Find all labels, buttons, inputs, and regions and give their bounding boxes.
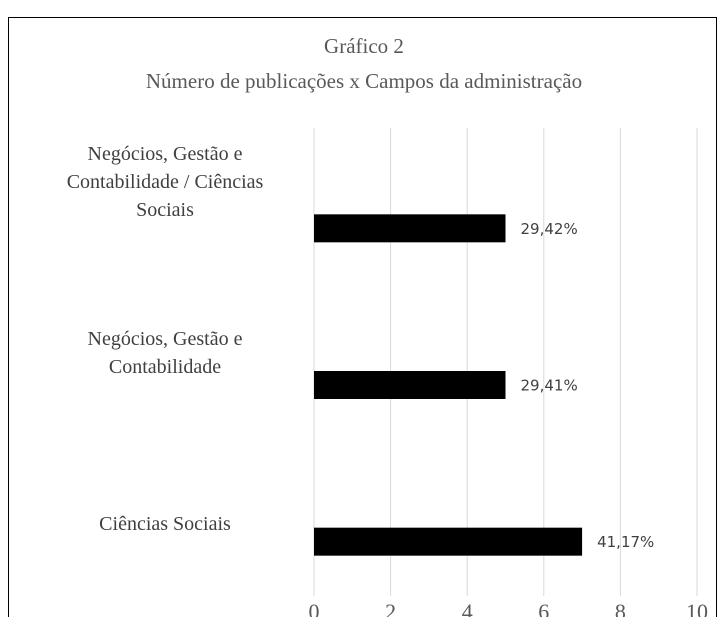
bar: [314, 371, 506, 399]
y-tick-label: Negócios, Gestão e Contabilidade: [87, 328, 243, 378]
data-label: 29,41%: [521, 377, 578, 395]
data-label: 41,17%: [597, 533, 654, 551]
chart-subtitle: Número de publicações x Campos da admini…: [146, 69, 582, 93]
y-tick-label: Negócios, Gestão e Contabilidade / Ciênc…: [66, 143, 264, 222]
x-tick-label: 10: [686, 599, 708, 617]
x-tick-label: 6: [538, 599, 549, 617]
bar: [314, 527, 583, 556]
y-tick-label: Ciências Sociais: [99, 512, 231, 535]
chart-frame: [8, 17, 717, 617]
data-label: 29,42%: [521, 220, 578, 238]
x-tick-label: 4: [462, 599, 473, 617]
x-tick-label: 0: [309, 599, 320, 617]
x-tick-label: 2: [385, 599, 396, 617]
x-tick-label: 8: [615, 599, 626, 617]
bar: [314, 214, 506, 243]
chart-title: Gráfico 2: [324, 34, 404, 58]
